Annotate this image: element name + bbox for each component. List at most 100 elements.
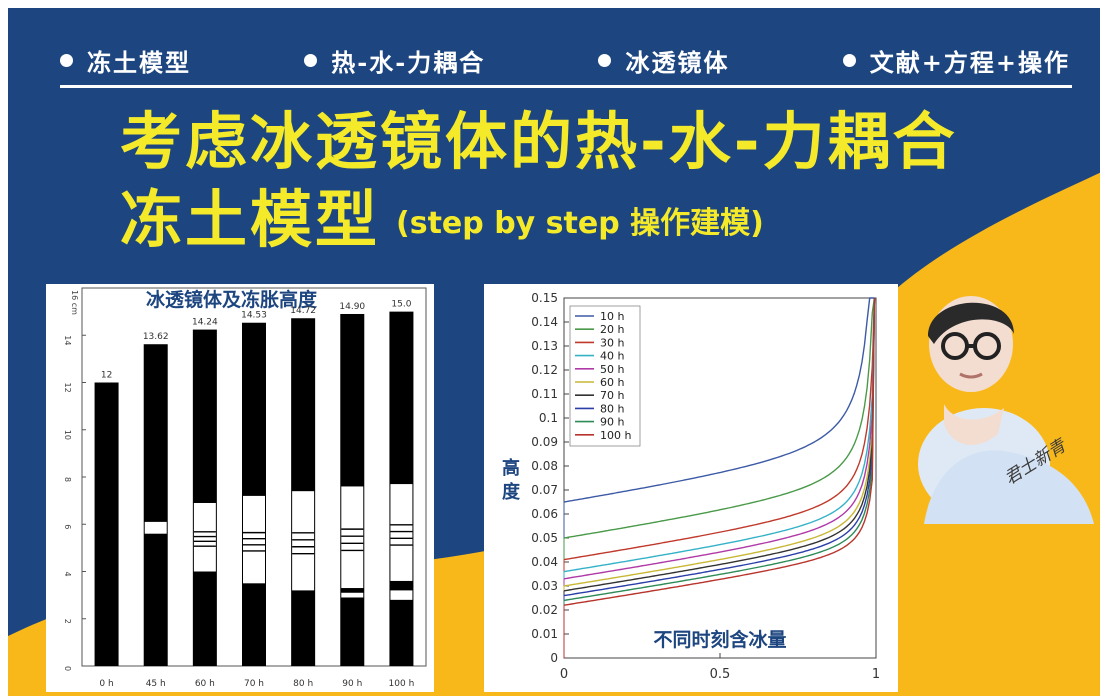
series-line — [563, 297, 876, 561]
y-tick-label: 8 — [63, 477, 72, 482]
y-tick-label: 0.05 — [531, 531, 558, 545]
chart-title: 冰透镜体及冻胀高度 — [146, 288, 318, 311]
y-tick-label: 4 — [63, 572, 72, 577]
main-title-text: 冻土模型 — [120, 183, 381, 256]
topic-label: 冻土模型 — [87, 47, 191, 77]
bar-value-label: 14.90 — [339, 302, 365, 312]
y-tick-label: 0.03 — [531, 579, 558, 593]
y-axis-label: 高 — [502, 457, 520, 479]
y-tick-label: 0.01 — [531, 627, 558, 641]
ice-content-line-chart: 0 0.01 0.02 0.03 0.04 0.05 0.06 0.07 0.08 0.09 0.1… — [502, 291, 880, 682]
topic-label: 冰透镜体 — [625, 47, 730, 77]
soil-column-bar — [143, 344, 168, 666]
bullet-icon — [60, 53, 73, 67]
main-title-subtitle: (step by step 操作建模) — [396, 206, 764, 241]
x-tick-label: 45 h — [146, 679, 166, 689]
y-unit-label: 16 cm — [70, 290, 79, 315]
divider-line — [60, 85, 1072, 88]
chart-title: 不同时刻含冰量 — [653, 628, 786, 651]
y-tick-label: 0.13 — [531, 339, 558, 353]
y-tick-label: 2 — [63, 619, 72, 624]
legend-label: 80 h — [600, 402, 624, 415]
series-line — [563, 297, 876, 580]
y-tick-label: 0.14 — [531, 315, 558, 329]
x-tick-label: 80 h — [293, 679, 313, 689]
x-tick-label: 70 h — [244, 679, 264, 689]
series-line — [563, 297, 876, 539]
y-tick-label: 0.15 — [531, 291, 558, 305]
bar-value-label: 13.62 — [143, 332, 169, 342]
topic-label: 热-水-力耦合 — [331, 47, 486, 77]
y-tick-label: 0.04 — [531, 555, 558, 569]
bar-value-label: 15.0 — [391, 300, 411, 310]
series-line — [563, 297, 876, 592]
y-tick-label: 0.07 — [531, 483, 558, 497]
x-tick-label: 100 h — [389, 679, 415, 689]
y-tick-label: 14 — [63, 335, 72, 345]
ice-lens-zone — [243, 495, 265, 584]
series-line — [563, 297, 876, 597]
legend-label: 50 h — [600, 363, 624, 376]
avatar — [918, 296, 1094, 524]
y-axis-label: 度 — [502, 481, 521, 503]
ice-lens-zone — [341, 592, 364, 598]
y-tick-label: 10 — [63, 430, 72, 440]
y-tick-label: 0 — [550, 651, 558, 665]
x-tick-label: 0 — [560, 667, 568, 682]
soil-column-bar — [192, 329, 217, 666]
topic-label: 文献+方程+操作 — [869, 47, 1070, 77]
y-tick-label: 0.09 — [531, 435, 558, 449]
soil-column-bar — [242, 322, 266, 666]
bullet-icon — [304, 53, 318, 67]
ice-lens-bar-chart: 冰透镜体及冻胀高度 16 cm 0 2 4 6 8 10 12 14 12 0 h 13.62 45 h 1… — [63, 287, 427, 689]
frame-top — [0, 0, 1106, 8]
x-tick-label: 60 h — [195, 679, 215, 689]
legend-label: 10 h — [600, 310, 624, 323]
x-tick-label: 90 h — [342, 679, 362, 689]
topic-item: 文献+方程+操作 — [842, 43, 1070, 78]
legend-label: 20 h — [600, 323, 624, 336]
legend-label: 40 h — [600, 350, 624, 363]
bar-value-label: 12 — [101, 371, 112, 381]
frame-right — [1100, 0, 1106, 696]
y-tick-label: 0.11 — [531, 387, 558, 401]
y-tick-label: 0.08 — [531, 459, 558, 473]
series-line — [563, 297, 875, 503]
ice-lens-zone — [144, 521, 167, 534]
ice-lens-chart-panel: 冰透镜体及冻胀高度 16 cm 0 2 4 6 8 10 12 14 12 0 h 13.62 45 h 1… — [46, 284, 434, 692]
frame-left — [0, 0, 8, 696]
main-title-line1: 考虑冰透镜体的热-水-力耦合 — [120, 105, 958, 178]
main-title-line2: 冻土模型 (step by step 操作建模) — [120, 180, 764, 264]
topic-item: 冰透镜体 — [598, 43, 729, 78]
ice-lens-zone — [292, 491, 315, 591]
ice-lens-zone — [390, 484, 413, 581]
y-tick-label: 0.1 — [539, 411, 558, 425]
bullet-icon — [842, 53, 856, 67]
ice-content-chart-panel: 0 0.01 0.02 0.03 0.04 0.05 0.06 0.07 0.08 0.09 0.1… — [484, 284, 898, 692]
series-line — [563, 297, 876, 573]
legend-label: 30 h — [600, 336, 624, 349]
topic-item: 冻土模型 — [60, 43, 191, 78]
legend-label: 70 h — [600, 389, 624, 402]
legend-label: 90 h — [600, 416, 624, 429]
topic-bar: 冻土模型 热-水-力耦合 冰透镜体 文献+方程+操作 — [60, 40, 1070, 80]
bullet-icon — [598, 53, 612, 67]
bar-value-label: 14.72 — [290, 306, 316, 316]
x-tick-label: 0.5 — [710, 667, 731, 682]
bar-value-label: 14.53 — [241, 311, 267, 321]
legend-label: 100 h — [600, 429, 631, 442]
legend-label: 60 h — [600, 376, 624, 389]
y-tick-label: 12 — [63, 383, 72, 393]
x-tick-label: 1 — [872, 667, 880, 682]
series-line — [563, 297, 876, 587]
y-tick-label: 6 — [63, 524, 72, 529]
soil-column-bar — [94, 382, 119, 666]
y-tick-label: 0.12 — [531, 363, 558, 377]
y-tick-label: 0 — [63, 666, 72, 671]
topic-item: 热-水-力耦合 — [304, 43, 485, 78]
bar-value-label: 14.24 — [192, 318, 218, 328]
x-tick-label: 0 h — [99, 679, 113, 689]
ice-lens-zone — [390, 590, 413, 600]
y-tick-label: 0.06 — [531, 507, 558, 521]
